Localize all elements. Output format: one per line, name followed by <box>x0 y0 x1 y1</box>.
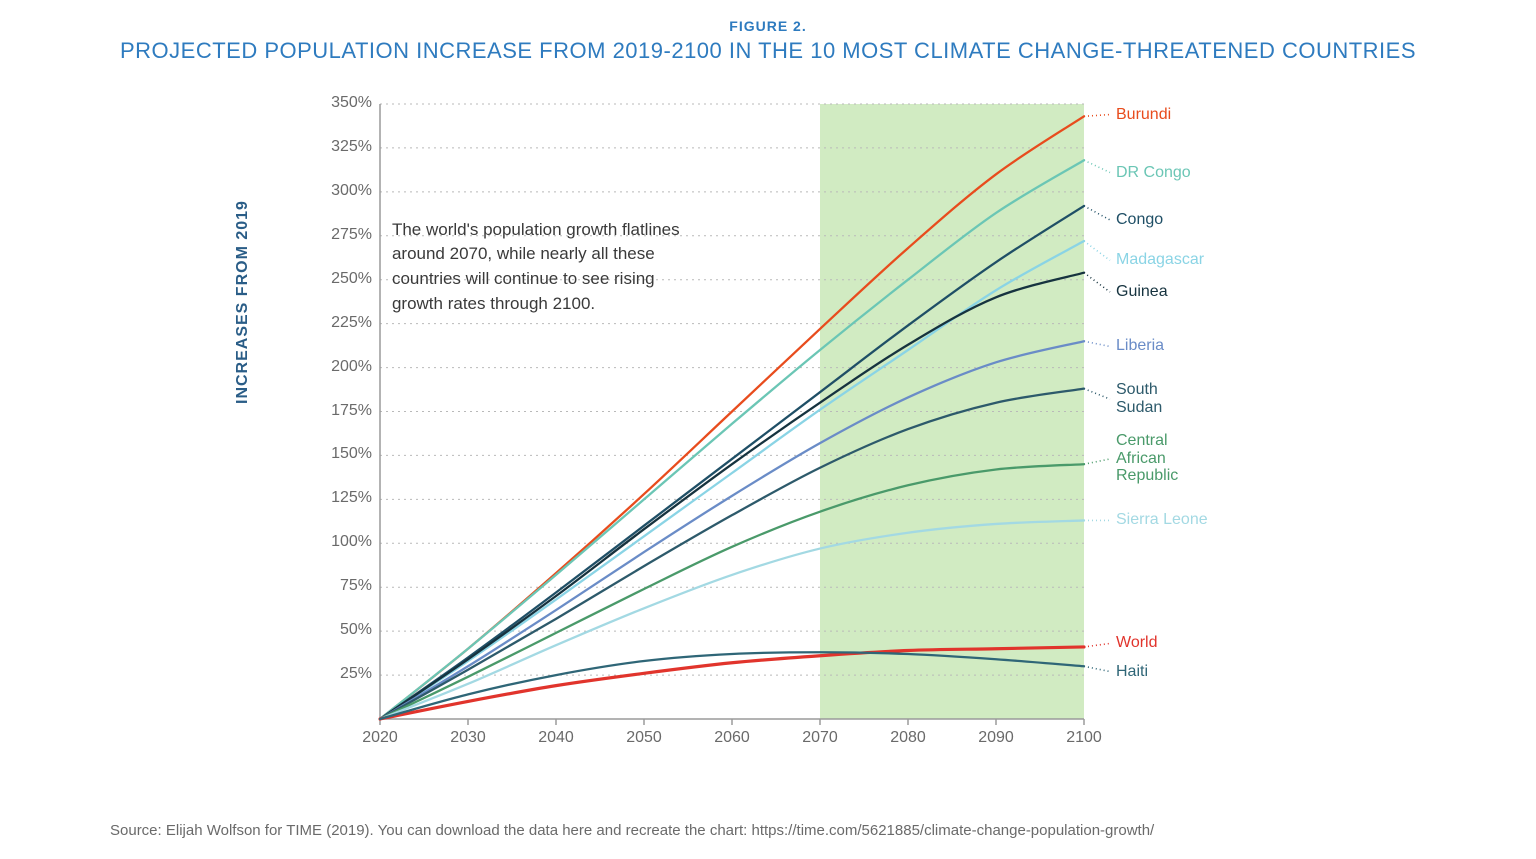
chart-annotation: The world's population growth flatlines … <box>392 218 682 317</box>
y-axis-label: INCREASES FROM 2019 <box>234 200 252 404</box>
figure-title: PROJECTED POPULATION INCREASE FROM 2019-… <box>68 38 1468 64</box>
xtick-label: 2040 <box>526 729 586 747</box>
ytick-label: 325% <box>322 138 372 156</box>
series-label: Central African Republic <box>1116 432 1178 485</box>
ytick-label: 50% <box>322 621 372 639</box>
ytick-label: 350% <box>322 94 372 112</box>
ytick-label: 150% <box>322 445 372 463</box>
series-label: Sierra Leone <box>1116 511 1208 529</box>
series-label: Burundi <box>1116 106 1171 124</box>
ytick-label: 225% <box>322 314 372 332</box>
figure-label: FIGURE 2. <box>0 18 1536 34</box>
chart-area: INCREASES FROM 2019 The world's populati… <box>0 64 1536 784</box>
ytick-label: 125% <box>322 489 372 507</box>
xtick-label: 2030 <box>438 729 498 747</box>
xtick-label: 2090 <box>966 729 1026 747</box>
source-citation: Source: Elijah Wolfson for TIME (2019). … <box>110 822 1154 839</box>
series-label: Liberia <box>1116 337 1164 355</box>
xtick-label: 2050 <box>614 729 674 747</box>
xtick-label: 2060 <box>702 729 762 747</box>
xtick-label: 2100 <box>1054 729 1114 747</box>
series-label: DR Congo <box>1116 164 1191 182</box>
series-label: Guinea <box>1116 283 1168 301</box>
ytick-label: 200% <box>322 358 372 376</box>
series-label: World <box>1116 634 1158 652</box>
series-label: Congo <box>1116 211 1163 229</box>
ytick-label: 75% <box>322 577 372 595</box>
series-label: South Sudan <box>1116 381 1162 416</box>
series-label: Madagascar <box>1116 251 1204 269</box>
ytick-label: 100% <box>322 533 372 551</box>
xtick-label: 2070 <box>790 729 850 747</box>
figure-header: FIGURE 2. PROJECTED POPULATION INCREASE … <box>0 0 1536 64</box>
series-label: Haiti <box>1116 663 1148 681</box>
xtick-label: 2020 <box>350 729 410 747</box>
ytick-label: 25% <box>322 665 372 683</box>
ytick-label: 300% <box>322 182 372 200</box>
ytick-label: 175% <box>322 402 372 420</box>
ytick-label: 275% <box>322 226 372 244</box>
xtick-label: 2080 <box>878 729 938 747</box>
ytick-label: 250% <box>322 270 372 288</box>
line-chart-svg <box>0 64 1536 784</box>
